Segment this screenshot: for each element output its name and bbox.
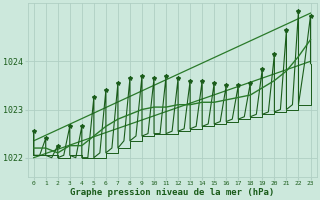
X-axis label: Graphe pression niveau de la mer (hPa): Graphe pression niveau de la mer (hPa) — [70, 188, 274, 197]
